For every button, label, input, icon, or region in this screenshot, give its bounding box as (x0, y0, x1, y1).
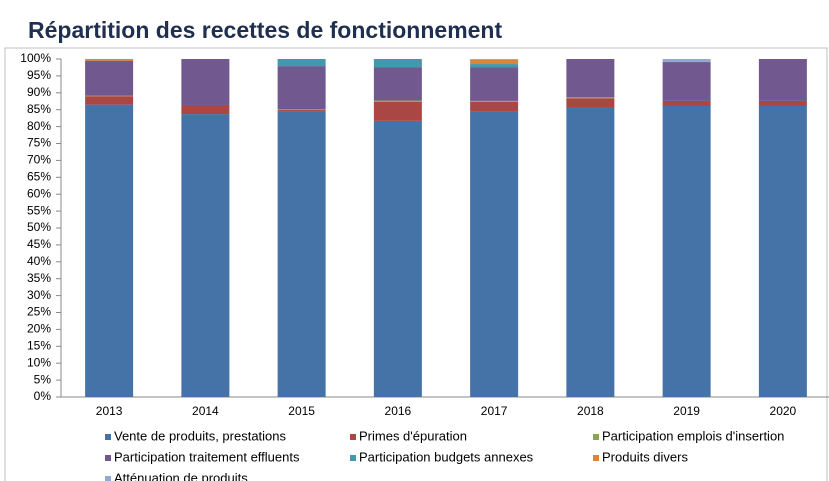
y-tick-label: 5% (34, 372, 52, 386)
bar-segment (373, 120, 422, 397)
bar-segment (181, 104, 230, 115)
bar-segment (662, 105, 711, 398)
legend-swatch (105, 476, 111, 481)
legend-swatch (593, 455, 599, 461)
bar-segment (277, 109, 326, 111)
y-tick-label: 45% (27, 237, 51, 251)
bar-segment (758, 105, 807, 398)
bar-segment (181, 114, 230, 398)
x-tick-label: 2015 (288, 404, 315, 418)
x-tick-label: 2014 (192, 404, 219, 418)
bar-segment (566, 97, 615, 99)
bar-segment (277, 110, 326, 112)
bar-segment (662, 59, 711, 63)
bar-segment (85, 96, 134, 105)
y-tick-label: 0% (34, 389, 52, 403)
bar-segment (85, 104, 134, 397)
bar-segment (373, 59, 422, 68)
y-tick-label: 20% (27, 322, 51, 336)
y-tick-label: 70% (27, 153, 51, 167)
legend-swatch (593, 434, 599, 440)
bar-segment (277, 66, 326, 110)
x-tick-label: 2017 (481, 404, 508, 418)
legend-swatch (105, 455, 111, 461)
legend-label: Participation emplois d'insertion (602, 428, 784, 443)
legend-label: Participation budgets annexes (359, 449, 534, 464)
y-tick-label: 25% (27, 305, 51, 319)
y-tick-label: 10% (27, 355, 51, 369)
x-tick-label: 2020 (770, 404, 797, 418)
bar-segment (758, 59, 807, 101)
bar-segment (470, 60, 519, 65)
bar-segment (373, 67, 422, 101)
legend-swatch (350, 434, 356, 440)
legend-label: Produits divers (602, 449, 688, 464)
y-tick-label: 60% (27, 186, 51, 200)
bar-segment (85, 59, 134, 61)
bar-segment (566, 59, 615, 98)
y-tick-label: 15% (27, 338, 51, 352)
bar-segment (470, 64, 519, 68)
bar-segment (470, 67, 519, 101)
bar-segment (470, 59, 519, 61)
y-tick-label: 40% (27, 254, 51, 268)
bar-segment (566, 98, 615, 107)
y-tick-label: 75% (27, 136, 51, 150)
legend-label: Primes d'épuration (359, 428, 467, 443)
chart-title: Répartition des recettes de fonctionneme… (28, 17, 502, 43)
y-tick-label: 80% (27, 119, 51, 133)
legend-swatch (350, 455, 356, 461)
bar-segment (758, 100, 807, 106)
bar-segment (85, 95, 134, 97)
bar-segment (373, 100, 422, 102)
legend-label: Atténuation de produits (114, 470, 248, 481)
bar-segment (277, 111, 326, 397)
y-tick-label: 35% (27, 271, 51, 285)
x-tick-label: 2018 (577, 404, 604, 418)
bar-segment (470, 101, 519, 112)
y-tick-label: 90% (27, 85, 51, 99)
y-tick-label: 95% (27, 68, 51, 82)
y-tick-label: 85% (27, 102, 51, 116)
bar-segment (566, 106, 615, 397)
bar-segment (662, 62, 711, 101)
bar-segment (373, 101, 422, 121)
y-tick-label: 100% (20, 51, 51, 65)
x-tick-label: 2013 (96, 404, 123, 418)
bar-segment (277, 59, 326, 67)
bar-segment (85, 60, 134, 96)
y-tick-label: 55% (27, 203, 51, 217)
legend-swatch (105, 434, 111, 440)
bar-segment (662, 100, 711, 106)
bar-segment (181, 59, 230, 105)
bar-segment (470, 111, 519, 397)
bar-segment (470, 100, 519, 102)
legend-label: Vente de produits, prestations (114, 428, 287, 443)
y-tick-label: 50% (27, 220, 51, 234)
legend-label: Participation traitement effluents (114, 449, 300, 464)
y-tick-label: 65% (27, 169, 51, 183)
x-tick-label: 2016 (385, 404, 412, 418)
x-tick-label: 2019 (673, 404, 700, 418)
y-tick-label: 30% (27, 288, 51, 302)
